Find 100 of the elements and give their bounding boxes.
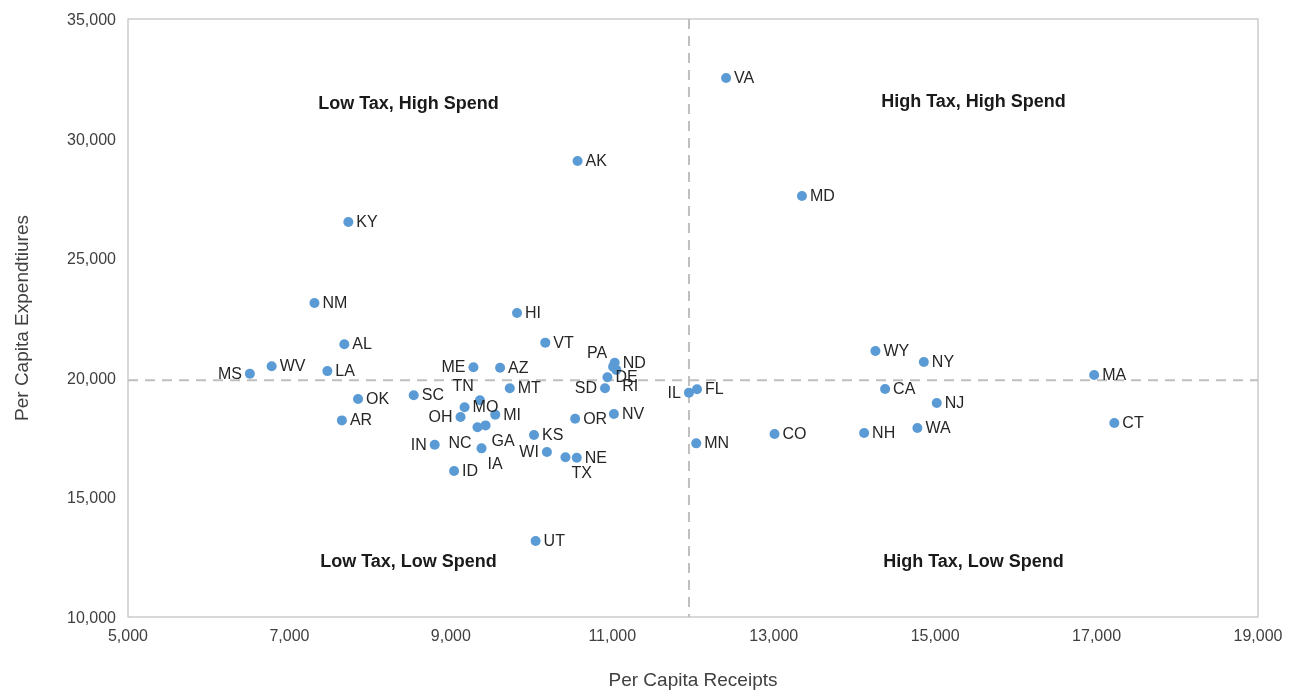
point [336, 415, 347, 426]
point [769, 429, 780, 440]
series-label: GA [491, 432, 516, 450]
series-label: AR [349, 411, 373, 429]
series-label: KS [541, 425, 564, 443]
point [572, 156, 583, 167]
point [796, 191, 807, 202]
series-label: NV [621, 404, 645, 422]
series-label: NH [872, 424, 896, 442]
series-label: CT [1122, 414, 1144, 432]
point [1089, 369, 1100, 380]
point [691, 438, 702, 449]
point [449, 466, 460, 477]
x-tick-label: 19,000 [1233, 627, 1283, 644]
point [504, 383, 515, 394]
series-label: ID [462, 462, 479, 480]
x-tick-label: 5,000 [107, 627, 149, 644]
y-tick-label: 15,000 [67, 489, 117, 507]
series-label: MS [217, 364, 242, 382]
series-label: UT [543, 531, 566, 549]
point [541, 446, 552, 457]
series-label: LA [335, 362, 356, 380]
point [512, 307, 523, 318]
point [560, 452, 571, 463]
series-label: MD [809, 187, 835, 205]
annotation: High Tax, High Spend [881, 91, 1066, 111]
annotation: Low Tax, High Spend [318, 93, 499, 113]
x-tick-label: 9,000 [430, 627, 471, 644]
series-label: CA [893, 380, 916, 398]
series-label: VA [734, 69, 755, 87]
annotation: Low Tax, Low Spend [320, 551, 497, 571]
point [339, 339, 350, 350]
series-label: KY [356, 213, 379, 231]
point [721, 73, 732, 84]
y-tick-label: 25,000 [67, 250, 117, 268]
x-axis-title: Per Capita Receipts [608, 669, 778, 690]
series-label: AL [352, 335, 372, 353]
y-axis-title: Per Capita Expendtiures [11, 215, 32, 421]
point [880, 384, 891, 395]
series-label: MN [704, 434, 730, 452]
x-tick-label: 17,000 [1072, 627, 1122, 644]
x-tick-label: 11,000 [588, 627, 637, 644]
x-tick-label: 13,000 [749, 627, 799, 644]
series-label: WY [883, 342, 910, 360]
annotation: High Tax, Low Spend [883, 551, 1064, 571]
point [540, 337, 551, 348]
series-label: WA [925, 419, 951, 437]
series-label: TX [571, 464, 593, 482]
series-label: OK [366, 390, 390, 408]
point [309, 297, 320, 308]
series-label: OR [583, 409, 608, 427]
series-label: ME [441, 358, 466, 376]
point [353, 394, 364, 405]
series-label: AZ [508, 358, 529, 376]
point [870, 346, 881, 357]
series-label: NJ [944, 393, 965, 411]
point [570, 413, 581, 424]
x-tick-label: 15,000 [910, 627, 960, 644]
point [528, 429, 539, 440]
point [918, 357, 929, 368]
point [1109, 418, 1120, 429]
series-label: NY [931, 353, 955, 371]
point [859, 428, 870, 439]
series-label: VT [553, 333, 574, 351]
series-label: AK [585, 152, 608, 170]
series-label: TN [452, 377, 474, 395]
y-tick-label: 20,000 [67, 369, 117, 387]
point [322, 366, 333, 377]
y-tick-label: 30,000 [67, 130, 117, 148]
series-label: IL [667, 383, 682, 401]
series-label: WI [519, 442, 539, 460]
series-label: PA [586, 343, 608, 361]
point [571, 452, 582, 463]
series-label: NM [322, 293, 348, 311]
point [455, 412, 466, 423]
series-label: ND [622, 353, 646, 371]
series-label: NC [448, 434, 472, 452]
y-tick-label: 35,000 [67, 11, 117, 28]
point [602, 372, 613, 383]
series-label: HI [525, 303, 542, 321]
point [472, 422, 483, 433]
series-label: SD [574, 379, 598, 397]
point [530, 535, 541, 546]
series-label: NE [584, 448, 608, 466]
y-tick-label: 10,000 [67, 609, 117, 626]
series-label: OH [428, 408, 453, 426]
series-label: WV [279, 357, 306, 375]
series-label: MA [1102, 365, 1127, 383]
point [608, 408, 619, 419]
series-label: MO [472, 398, 499, 416]
point [476, 443, 487, 454]
series-label: MI [503, 405, 522, 423]
series-label: SC [421, 386, 444, 404]
series-label: IN [410, 435, 427, 453]
point [495, 362, 506, 373]
point [343, 217, 354, 228]
point [468, 362, 479, 373]
point [459, 402, 470, 413]
point [266, 361, 277, 372]
point [692, 384, 703, 395]
